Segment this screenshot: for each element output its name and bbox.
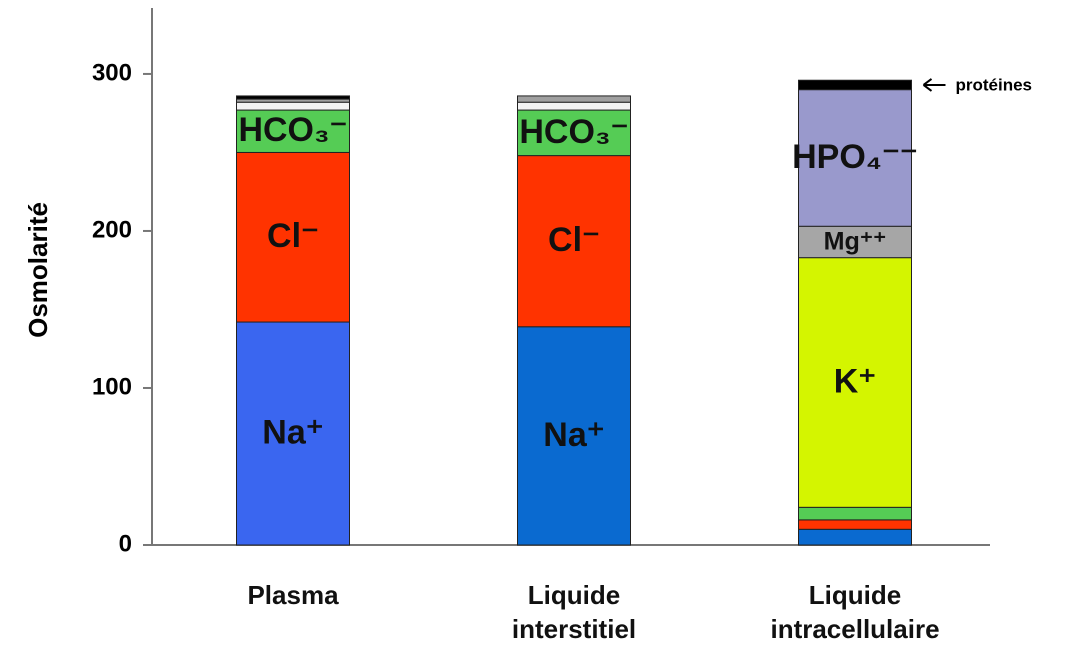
segment-label: Na⁺ (543, 416, 604, 454)
segment-label: Mg⁺⁺ (824, 228, 887, 256)
segment-label: Cl⁻ (548, 221, 600, 259)
segment-label: Cl⁻ (267, 217, 319, 255)
bar-segment (236, 95, 350, 100)
segment-label: HCO₃⁻ (519, 113, 628, 151)
bar-segment (798, 89, 912, 227)
segment-label: HPO₄⁻⁻ (792, 138, 918, 176)
bar-segment (798, 257, 912, 508)
bar-segment (517, 326, 631, 546)
y-tick-label: 300 (92, 59, 132, 86)
bar-segment (798, 225, 912, 259)
y-tick-label: 100 (92, 373, 132, 400)
x-tick-label: Liquide intracellulaire (770, 580, 940, 644)
bar-segment (798, 519, 912, 530)
bar-segment (798, 528, 912, 546)
y-tick-label: 0 (119, 530, 132, 557)
y-axis-label: Osmolarité (23, 202, 53, 338)
bar-segment (236, 151, 350, 323)
bar-segment (236, 109, 350, 153)
annotation: protéines (956, 75, 1033, 94)
bar-segment (517, 101, 631, 111)
bar-segment (517, 95, 631, 103)
bar-segment (236, 321, 350, 546)
bar-segment (517, 109, 631, 157)
annotation-arrowhead (922, 78, 933, 92)
bar-segment (798, 506, 912, 521)
bar-segment (798, 79, 912, 91)
segment-label: HCO₃⁻ (239, 111, 348, 149)
segment-label: K⁺ (834, 362, 877, 400)
y-tick-label: 200 (92, 216, 132, 243)
x-tick-label: Liquide interstitiel (511, 580, 637, 644)
x-tick-label: Plasma (247, 580, 339, 610)
bar-segment (236, 101, 350, 111)
segment-label: Na⁺ (262, 414, 323, 452)
